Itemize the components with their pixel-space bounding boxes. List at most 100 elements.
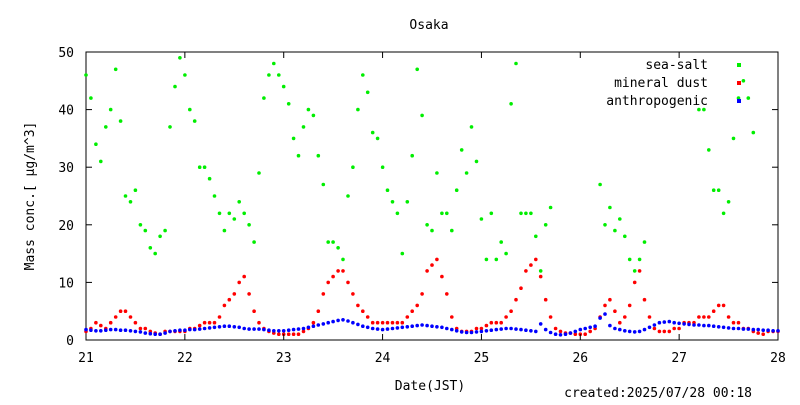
data-point [573,332,578,337]
data-point [365,315,370,319]
data-point [702,315,706,319]
data-point [618,320,622,325]
data-point [697,315,701,319]
data-point [202,326,207,331]
data-point [385,320,390,325]
data-point [89,328,93,333]
data-point [113,67,118,72]
data-point [390,326,395,331]
data-point [104,328,108,333]
data-point [627,257,632,262]
data-point [519,327,523,332]
data-point [489,211,494,216]
data-point [642,297,647,302]
data-point [242,211,246,216]
data-point [450,327,454,332]
data-point [217,211,222,216]
data-point [494,320,499,325]
data-point [543,327,548,332]
data-point [504,251,508,256]
data-point [529,329,533,333]
data-point [761,332,765,337]
data-point [430,263,434,267]
data-point [311,320,316,325]
data-point [761,328,765,333]
data-point [108,107,113,112]
data-point [380,320,385,325]
data-point [113,327,118,332]
data-point [291,332,296,337]
data-point [474,326,479,331]
data-point [538,322,543,326]
data-point [613,326,617,331]
data-point [222,228,227,233]
data-point [252,327,256,331]
data-point [192,327,197,332]
data-point [331,240,335,244]
data-point [128,329,133,333]
data-point [311,113,316,118]
data-point [756,331,760,335]
data-point [89,96,93,100]
data-point [440,325,444,330]
data-point [494,327,499,332]
data-point [667,329,672,334]
data-point [642,327,647,332]
data-point [123,328,128,333]
data-point [108,327,113,332]
data-point [385,188,390,192]
data-point [168,125,172,129]
data-point [632,269,637,273]
data-point [123,309,128,314]
x-tick-label: 25 [474,351,490,366]
data-point [608,323,612,328]
series-anthropogenic [84,312,780,337]
data-point [509,102,513,106]
data-point [746,327,751,331]
data-point [479,217,484,221]
data-point [459,148,464,152]
data-point [212,320,217,325]
data-point [118,328,123,333]
data-point [726,200,731,204]
data-point [736,326,741,331]
data-point [494,257,499,262]
data-point [647,325,652,330]
data-point [346,319,350,323]
data-point [242,274,246,279]
data-point [484,329,489,333]
data-point [257,171,261,175]
data-point [583,332,587,337]
data-point [321,182,326,187]
data-point [94,142,98,146]
data-point [395,326,400,330]
x-axis-title: Date(JST) [395,379,465,394]
data-point [291,136,296,141]
data-point [445,211,449,216]
data-point [751,327,756,332]
data-point [202,320,207,325]
data-point [489,328,494,333]
data-point [677,326,681,331]
data-point [232,217,237,221]
data-point [657,329,662,334]
data-point [435,325,439,329]
data-point [538,274,543,279]
data-point [553,332,558,337]
data-point [232,325,237,329]
data-point [538,269,543,273]
data-point [771,329,775,333]
data-point [504,326,508,331]
data-point [395,211,400,216]
data-point [687,322,691,327]
data-point [212,194,217,198]
data-point [489,320,494,325]
data-point [296,153,301,158]
data-point [346,194,350,198]
data-point [504,315,508,319]
data-point [192,119,197,123]
data-point [237,200,241,204]
data-point [474,330,479,334]
data-point [756,327,760,332]
data-point [242,326,246,331]
